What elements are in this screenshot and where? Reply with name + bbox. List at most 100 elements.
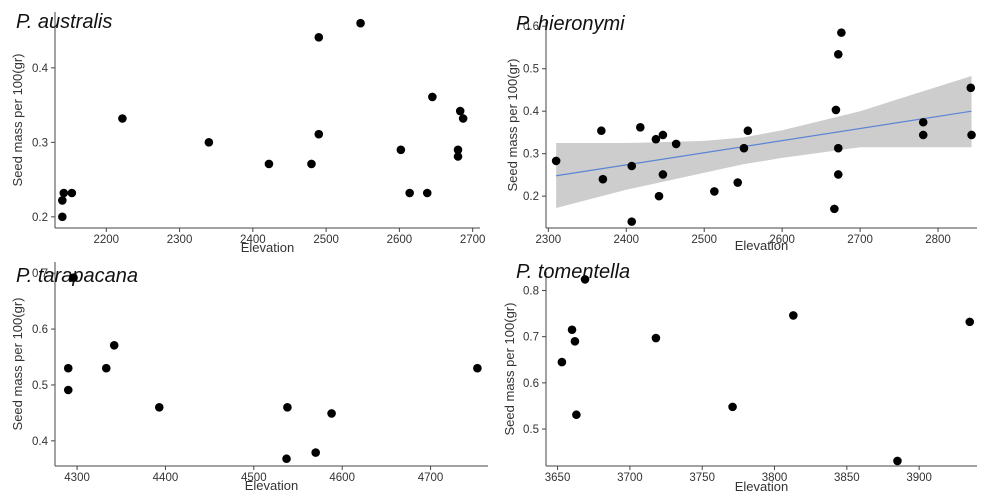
x-axis-title: Elevation: [241, 240, 294, 255]
data-point: [205, 138, 214, 147]
data-point: [967, 131, 976, 140]
y-tick-label: 0.4: [32, 436, 49, 448]
data-point: [919, 118, 928, 127]
data-point: [636, 123, 645, 132]
y-tick-label: 0.4: [523, 106, 540, 118]
data-point: [965, 318, 974, 327]
data-point: [265, 160, 274, 169]
panel-title: P. tomentella: [516, 261, 630, 283]
panel-title: P. hieronymi: [516, 13, 625, 35]
data-point: [311, 448, 320, 457]
panel-title: P. australis: [16, 11, 112, 33]
y-tick-label: 0.4: [32, 63, 49, 75]
data-point: [740, 144, 749, 153]
data-point: [473, 364, 482, 373]
data-point: [314, 130, 323, 139]
y-axis-title: Seed mass per 100(gr): [10, 54, 25, 187]
data-point: [459, 114, 468, 123]
y-tick-label: 0.6: [523, 378, 539, 390]
x-tick-label: 2800: [925, 234, 951, 246]
data-point: [110, 341, 119, 350]
y-tick-label: 0.3: [523, 149, 539, 161]
data-point: [652, 334, 661, 343]
data-point: [655, 192, 664, 201]
data-point: [454, 152, 463, 161]
y-tick-label: 0.5: [523, 64, 539, 76]
data-point: [919, 131, 928, 140]
x-tick-label: 2200: [93, 234, 119, 246]
data-point: [789, 311, 798, 320]
panel-4: 3650370037503800385039000.50.60.70.8Elev…: [502, 261, 977, 494]
data-point: [659, 131, 668, 140]
data-point: [599, 175, 608, 184]
y-axis-title: Seed mass per 100(gr): [502, 303, 517, 436]
x-tick-label: 4600: [329, 472, 355, 484]
data-point: [966, 84, 975, 93]
y-tick-label: 0.6: [32, 324, 48, 336]
data-point: [659, 170, 668, 179]
x-tick-label: 3750: [689, 472, 715, 484]
data-point: [456, 107, 465, 116]
data-point: [558, 358, 567, 367]
y-tick-label: 0.5: [32, 380, 48, 392]
x-tick-label: 4300: [64, 472, 90, 484]
data-point: [64, 364, 73, 373]
data-point: [397, 145, 406, 154]
y-tick-label: 0.5: [523, 424, 539, 436]
x-tick-label: 2700: [847, 234, 873, 246]
x-tick-label: 4400: [153, 472, 179, 484]
data-point: [155, 403, 164, 412]
data-point: [59, 189, 68, 198]
data-point: [64, 386, 73, 395]
data-point: [571, 337, 580, 346]
data-point: [58, 196, 67, 205]
panel-3: 430044004500460047000.40.50.60.7Elevatio…: [10, 262, 488, 493]
confidence-band: [556, 76, 971, 208]
data-point: [834, 50, 843, 59]
data-point: [327, 409, 336, 418]
data-point: [728, 403, 737, 412]
y-tick-label: 0.2: [523, 191, 539, 203]
data-point: [118, 114, 127, 123]
y-tick-label: 0.8: [523, 285, 539, 297]
x-tick-label: 4700: [418, 472, 444, 484]
data-point: [744, 126, 753, 135]
data-point: [733, 178, 742, 187]
x-tick-label: 2300: [167, 234, 193, 246]
x-tick-label: 3700: [617, 472, 643, 484]
data-point: [568, 325, 577, 334]
data-point: [581, 275, 590, 284]
data-point: [314, 33, 323, 42]
panel-2: 2300240025002600270028000.20.30.40.50.6E…: [505, 13, 977, 253]
data-point: [405, 189, 414, 198]
data-point: [832, 106, 841, 115]
x-tick-label: 3850: [834, 472, 860, 484]
data-point: [58, 213, 67, 222]
data-point: [837, 28, 846, 37]
x-axis-title: Elevation: [735, 479, 788, 494]
y-axis-title: Seed mass per 100(gr): [10, 298, 25, 431]
x-tick-label: 2500: [313, 234, 339, 246]
data-point: [307, 160, 316, 169]
y-tick-label: 0.3: [32, 137, 48, 149]
data-point: [830, 205, 839, 214]
x-axis-title: Elevation: [735, 238, 788, 253]
panel-1: 2200230024002500260027000.20.30.4Elevati…: [10, 11, 485, 255]
data-point: [282, 454, 291, 463]
data-point: [552, 157, 561, 166]
data-point: [893, 457, 902, 466]
x-tick-label: 3900: [906, 472, 932, 484]
y-tick-label: 0.7: [523, 332, 539, 344]
data-point: [572, 410, 581, 419]
data-point: [428, 93, 437, 102]
x-tick-label: 2700: [460, 234, 486, 246]
data-point: [834, 144, 843, 153]
x-axis-title: Elevation: [245, 478, 298, 493]
data-point: [834, 170, 843, 179]
x-tick-label: 2600: [387, 234, 413, 246]
data-point: [627, 162, 636, 171]
data-point: [627, 217, 636, 226]
data-point: [283, 403, 292, 412]
data-point: [597, 126, 606, 135]
data-point: [69, 273, 78, 282]
